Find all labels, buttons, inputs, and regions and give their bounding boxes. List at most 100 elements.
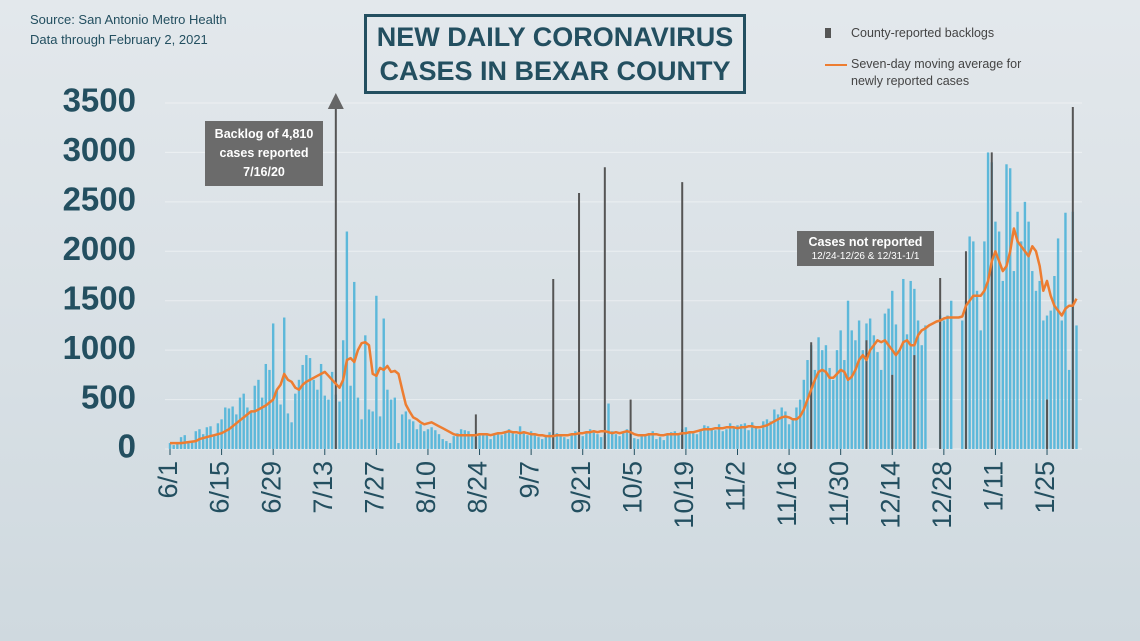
bar [669, 432, 673, 449]
bar [467, 431, 470, 449]
bar [489, 439, 492, 449]
bar [459, 429, 463, 449]
bar [470, 434, 474, 449]
bar [994, 221, 997, 449]
y-tick-label: 2500 [63, 181, 136, 218]
bar [673, 431, 677, 449]
bar [504, 431, 507, 449]
bar [625, 429, 629, 449]
bar [283, 317, 286, 449]
bar [408, 419, 411, 449]
annotation: Backlog of 4,810 cases reported 7/16/20 [205, 121, 323, 186]
bar [758, 429, 761, 449]
bar [294, 393, 297, 449]
chart-title: NEW DAILY CORONAVIRUS CASES IN BEXAR COU… [364, 14, 746, 94]
bar [301, 364, 304, 449]
bar [375, 295, 378, 449]
moving-average [170, 227, 1078, 445]
bar [1031, 271, 1034, 449]
bar [636, 439, 640, 449]
bar [1008, 168, 1012, 449]
legend-item: Seven-day moving average for newly repor… [825, 57, 1125, 90]
bar [1056, 238, 1060, 449]
bar [633, 438, 636, 449]
bar [798, 399, 802, 449]
bar [456, 433, 459, 449]
bar [463, 430, 466, 449]
bar [1053, 276, 1056, 449]
bar [769, 421, 772, 449]
bar [574, 431, 577, 449]
bar [1067, 369, 1071, 449]
bar [529, 431, 533, 449]
bar [430, 427, 433, 449]
bar [268, 369, 271, 449]
bar [235, 414, 238, 449]
bar [271, 323, 275, 449]
bar [555, 433, 559, 449]
bar [393, 397, 396, 449]
bar [209, 426, 212, 449]
bar [714, 430, 717, 449]
bar [533, 434, 537, 449]
bar [216, 423, 220, 449]
bar [732, 427, 736, 449]
bar [699, 429, 702, 449]
x-tick-label: 1/11 [979, 461, 1009, 512]
legend-swatch [825, 28, 831, 38]
bar [986, 152, 990, 449]
bar [1034, 290, 1038, 449]
bar [666, 435, 669, 449]
bar [725, 429, 728, 449]
bar [1038, 280, 1041, 449]
bar [1045, 315, 1049, 449]
bar [168, 443, 172, 449]
bar [857, 320, 861, 449]
bar [751, 422, 754, 449]
bar [894, 324, 898, 449]
source: Source: San Antonio Metro Health [30, 12, 227, 27]
bar [1064, 212, 1067, 449]
x-tick-label: 12/14 [875, 461, 905, 529]
bar [618, 436, 621, 449]
bar [821, 350, 824, 449]
bar [942, 320, 946, 449]
bar [692, 433, 695, 449]
bar [1027, 221, 1030, 449]
bar [415, 429, 419, 449]
y-tick-label: 1000 [63, 329, 136, 366]
bar [622, 432, 625, 449]
bar [308, 358, 312, 449]
bar [559, 435, 562, 449]
bar [596, 434, 599, 449]
bar [246, 407, 249, 449]
bar [540, 439, 544, 449]
bar [213, 435, 216, 449]
bar [773, 409, 776, 449]
bar [338, 401, 341, 449]
legend-label: Seven-day moving average for newly repor… [851, 57, 1022, 88]
bar [743, 423, 747, 449]
backlog-arrow [327, 93, 344, 109]
bar [902, 278, 905, 449]
bar [828, 367, 831, 449]
bar [909, 280, 912, 449]
bar [176, 442, 179, 449]
bar [780, 407, 783, 449]
bar [493, 434, 496, 449]
annotation-text: Cases not reported [808, 235, 923, 249]
bar [854, 340, 857, 449]
bar [813, 369, 817, 449]
bar [706, 426, 710, 449]
bar [238, 397, 242, 449]
y-tick-label: 500 [81, 378, 136, 415]
bar [349, 385, 352, 449]
bar [441, 439, 444, 449]
bar [404, 411, 408, 449]
bar [507, 429, 511, 449]
bar [426, 429, 430, 449]
bar [260, 397, 264, 449]
bar [1075, 325, 1078, 449]
bar [452, 436, 455, 449]
bar [371, 411, 374, 449]
